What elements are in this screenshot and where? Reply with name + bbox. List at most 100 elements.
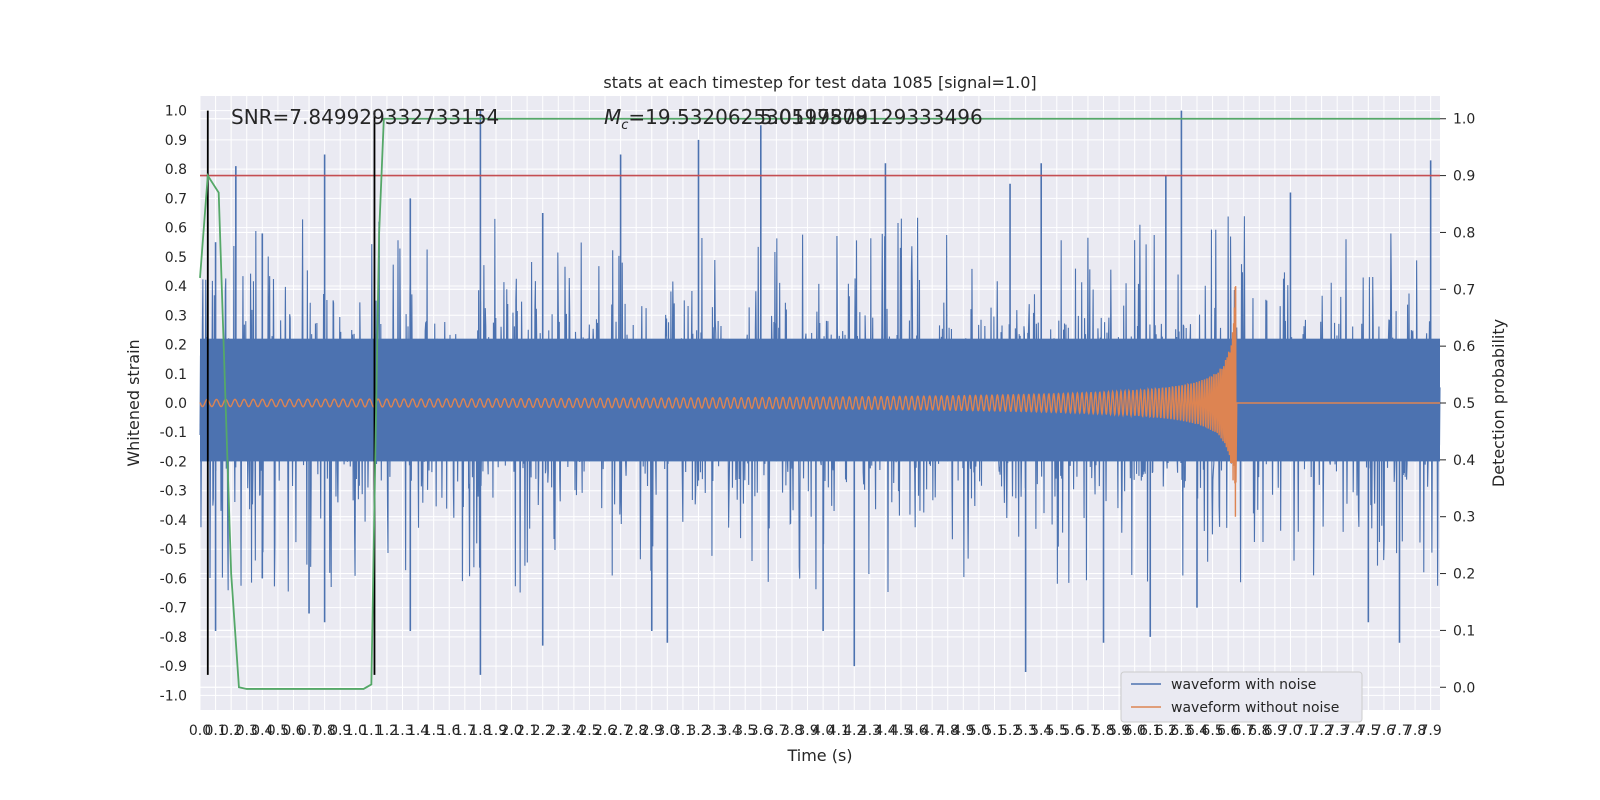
x-tick-label: 3.0 [656, 723, 678, 739]
y-tick-label: -0.6 [160, 571, 187, 587]
x-tick-label: 7.8 [1404, 723, 1426, 739]
x-tick-label: 1.4 [407, 723, 429, 739]
x-tick-label: 6.3 [1170, 723, 1192, 739]
legend: waveform with noise waveform without noi… [1120, 671, 1363, 723]
x-tick-label: 6.5 [1201, 723, 1223, 739]
y2-axis-label: Detection probability [1489, 319, 1508, 487]
y-tick-label: 0.5 [165, 250, 187, 266]
y-tick-label: 0.6 [165, 221, 187, 237]
y-tick-label: 0.3 [165, 308, 187, 324]
y-tick-labels: 1.0 0.9 0.8 0.7 0.6 0.5 0.4 0.3 0.2 0.1 0.0 -0.1 -0.… [160, 104, 187, 705]
x-tick-label: 0.4 [251, 723, 273, 739]
x-tick-label: 3.1 [672, 723, 694, 739]
x-tick-label: 3.3 [703, 723, 725, 739]
x-tick-label: 7.4 [1342, 723, 1364, 739]
y-tick-label: -0.2 [160, 454, 187, 470]
y-tick-label: -0.3 [160, 484, 187, 500]
x-tick-label: 0.9 [329, 723, 351, 739]
x-tick-label: 6.9 [1264, 723, 1286, 739]
x-tick-label: 1.9 [485, 723, 507, 739]
overlap-annotation: 5.0199809129333496 [760, 105, 983, 129]
x-tick-label: 5.3 [1014, 723, 1036, 739]
x-tick-label: 3.2 [687, 723, 709, 739]
reference-lines [199, 110, 1440, 690]
x-axis-label: Time (s) [786, 746, 852, 765]
x-tick-label: 2.6 [594, 723, 616, 739]
x-tick-label: 3.9 [796, 723, 818, 739]
x-tick-label: 2.3 [547, 723, 569, 739]
x-tick-label: 1.6 [438, 723, 460, 739]
x-tick-label: 0.5 [267, 723, 289, 739]
x-tick-label: 5.1 [983, 723, 1005, 739]
y-tick-label: -0.5 [160, 542, 187, 558]
x-tick-label: 6.2 [1155, 723, 1177, 739]
y2-tick-label: 0.0 [1453, 680, 1475, 696]
x-tick-label: 4.0 [812, 723, 834, 739]
x-tick-label: 4.5 [890, 723, 912, 739]
x-tick-label: 6.4 [1186, 723, 1208, 739]
series-layer [199, 110, 1441, 675]
y2-tick-label: 0.5 [1453, 396, 1475, 412]
legend-label-with-noise: waveform with noise [1171, 677, 1316, 693]
y2-tick-label: 0.3 [1453, 510, 1475, 526]
x-tick-label: 7.1 [1295, 723, 1317, 739]
y-tick-label: 0.0 [165, 396, 187, 412]
x-tick-label: 4.3 [859, 723, 881, 739]
x-tick-label: 2.9 [641, 723, 663, 739]
x-tick-label: 0.7 [298, 723, 320, 739]
x-tick-label: 6.0 [1124, 723, 1146, 739]
y2-tick-label: 0.8 [1453, 225, 1475, 241]
y2-tick-label: 0.2 [1453, 567, 1475, 583]
snr-annotation: SNR=7.849929332733154 [231, 105, 499, 129]
x-tick-label: 7.7 [1388, 723, 1410, 739]
y-tick-label: -0.9 [160, 659, 187, 675]
x-tick-label: 7.9 [1420, 723, 1442, 739]
x-tick-label: 6.6 [1217, 723, 1239, 739]
x-tick-label: 4.6 [905, 723, 927, 739]
y-tick-label: 0.1 [165, 367, 187, 383]
x-tick-label: 3.7 [765, 723, 787, 739]
y-tick-label: -0.7 [160, 601, 187, 617]
x-tick-label: 7.3 [1326, 723, 1348, 739]
x-tick-label: 3.5 [734, 723, 756, 739]
x-tick-label: 7.5 [1357, 723, 1379, 739]
x-tick-label: 2.4 [563, 723, 585, 739]
x-tick-label: 0.8 [313, 723, 335, 739]
y2-tick-label: 0.6 [1453, 339, 1475, 355]
x-tick-label: 0.3 [236, 723, 258, 739]
y-tick-label: 0.7 [165, 191, 187, 207]
x-tick-label: 0.0 [189, 723, 211, 739]
x-tick-label: 5.0 [968, 723, 990, 739]
x-tick-label: 1.1 [360, 723, 382, 739]
x-tick-label: 7.0 [1279, 723, 1301, 739]
x-tick-label: 2.7 [609, 723, 631, 739]
x-tick-label: 1.0 [345, 723, 367, 739]
x-tick-label: 4.8 [937, 723, 959, 739]
detection-probability-line [199, 117, 1440, 690]
x-tick-label: 2.0 [500, 723, 522, 739]
x-tick-label: 1.8 [469, 723, 491, 739]
y-tick-label: -0.8 [160, 630, 187, 646]
x-tick-label: 4.9 [952, 723, 974, 739]
x-tick-label: 4.4 [874, 723, 896, 739]
x-tick-label: 2.5 [578, 723, 600, 739]
mc-annotation: Mc=19.532062530517578 [604, 105, 868, 133]
x-tick-label: 5.6 [1061, 723, 1083, 739]
x-tick-label: 5.2 [999, 723, 1021, 739]
x-tick-label: 2.1 [516, 723, 538, 739]
x-tick-label: 5.7 [1077, 723, 1099, 739]
y2-tick-label: 0.4 [1453, 453, 1475, 469]
x-tick-label: 7.6 [1373, 723, 1395, 739]
y2-tick-labels: 1.0 0.9 0.8 0.7 0.6 0.5 0.4 0.3 0.2 0.1 0.0 [1440, 112, 1475, 696]
x-tick-label: 6.8 [1248, 723, 1270, 739]
x-tick-label: 5.5 [1046, 723, 1068, 739]
chart-title: stats at each timestep for test data 108… [603, 73, 1036, 92]
x-tick-label: 7.2 [1310, 723, 1332, 739]
x-tick-label: 1.2 [376, 723, 398, 739]
y-tick-label: 0.4 [165, 279, 187, 295]
y-tick-label: 1.0 [165, 104, 187, 120]
y-tick-label: -0.4 [160, 513, 187, 529]
y2-tick-label: 0.1 [1453, 623, 1475, 639]
x-tick-label: 0.6 [282, 723, 304, 739]
x-tick-label: 1.3 [391, 723, 413, 739]
